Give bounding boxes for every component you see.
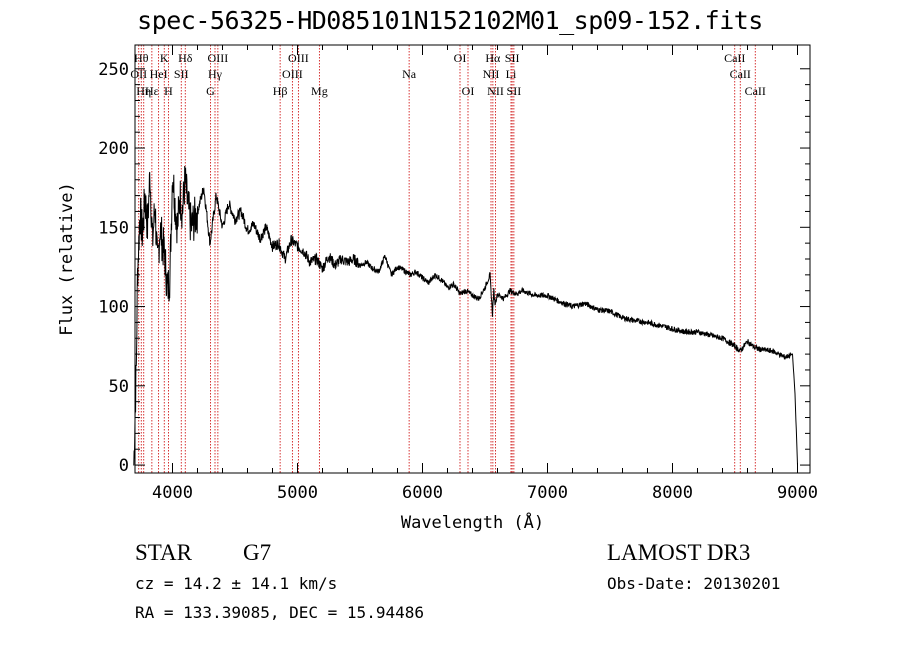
line-marker-label: CaII bbox=[724, 51, 745, 65]
line-marker-label: Hγ bbox=[208, 67, 223, 81]
x-tick-label: 5000 bbox=[277, 483, 318, 503]
y-axis: 0 50 100 150 200 250 bbox=[98, 60, 810, 476]
line-marker-label: Hδ bbox=[178, 51, 193, 65]
survey-name: LAMOST DR3 bbox=[607, 540, 751, 565]
y-tick-label: 200 bbox=[98, 139, 129, 159]
y-tick-label: 150 bbox=[98, 218, 129, 238]
line-marker-label: Mg bbox=[311, 84, 328, 98]
line-marker-label: Hβ bbox=[273, 84, 288, 98]
line-marker-label: CaII bbox=[745, 84, 766, 98]
line-marker-label: Hα bbox=[485, 51, 501, 65]
line-marker-label: Li bbox=[506, 67, 517, 81]
y-axis-label: Flux (relative) bbox=[57, 182, 77, 336]
x-axis-label: Wavelength (Å) bbox=[401, 511, 544, 533]
line-marker-label: K bbox=[160, 51, 169, 65]
line-marker-label: OI bbox=[454, 51, 467, 65]
spectrum-line bbox=[133, 165, 798, 466]
line-marker-label: NII bbox=[483, 67, 500, 81]
line-marker-label: Hη bbox=[136, 84, 151, 98]
y-tick-label: 50 bbox=[109, 377, 129, 397]
line-marker-label: SII bbox=[174, 67, 189, 81]
line-marker-label: H bbox=[164, 84, 173, 98]
line-marker-label: OI bbox=[462, 84, 475, 98]
line-marker-label: OIII bbox=[208, 51, 229, 65]
x-tick-label: 4000 bbox=[152, 483, 193, 503]
line-marker-label: HeI bbox=[150, 67, 168, 81]
y-tick-label: 100 bbox=[98, 298, 129, 318]
redshift-velocity: cz = 14.2 ± 14.1 km/s bbox=[135, 574, 338, 593]
line-marker-label: OIII bbox=[288, 51, 309, 65]
emission-line-labels: OIIHθHηHεHeIKHSIIHδGHγOIIIHβOIIIOIIIMgNa… bbox=[130, 51, 766, 98]
emission-line-markers bbox=[138, 45, 756, 473]
x-tick-label: 8000 bbox=[652, 483, 693, 503]
line-marker-label: CaII bbox=[730, 67, 751, 81]
y-tick-label: 250 bbox=[98, 60, 129, 80]
x-tick-label: 9000 bbox=[777, 483, 818, 503]
spectral-class: G7 bbox=[243, 540, 272, 565]
x-tick-label: 6000 bbox=[402, 483, 443, 503]
chart-title: spec-56325-HD085101N152102M01_sp09-152.f… bbox=[137, 6, 763, 35]
line-marker-label: Hε bbox=[145, 84, 159, 98]
line-marker-label: NII bbox=[487, 84, 504, 98]
line-marker-label: OIII bbox=[282, 67, 303, 81]
line-marker-label: G bbox=[206, 84, 215, 98]
y-tick-label: 0 bbox=[119, 456, 129, 476]
coordinates: RA = 133.39085, DEC = 15.94486 bbox=[135, 603, 424, 622]
line-marker-label: SII bbox=[507, 84, 522, 98]
spectrum-chart: OIIHθHηHεHeIKHSIIHδGHγOIIIHβOIIIOIIIMgNa… bbox=[57, 44, 818, 533]
line-marker-label: SII bbox=[505, 51, 520, 65]
observation-date: Obs-Date: 20130201 bbox=[607, 574, 781, 593]
x-tick-label: 7000 bbox=[527, 483, 568, 503]
plot-frame bbox=[134, 44, 811, 474]
object-type: STAR bbox=[135, 540, 192, 565]
line-marker-label: Hθ bbox=[134, 51, 149, 65]
line-marker-label: Na bbox=[402, 67, 417, 81]
x-axis: 4000 5000 6000 7000 8000 9000 bbox=[152, 45, 818, 503]
